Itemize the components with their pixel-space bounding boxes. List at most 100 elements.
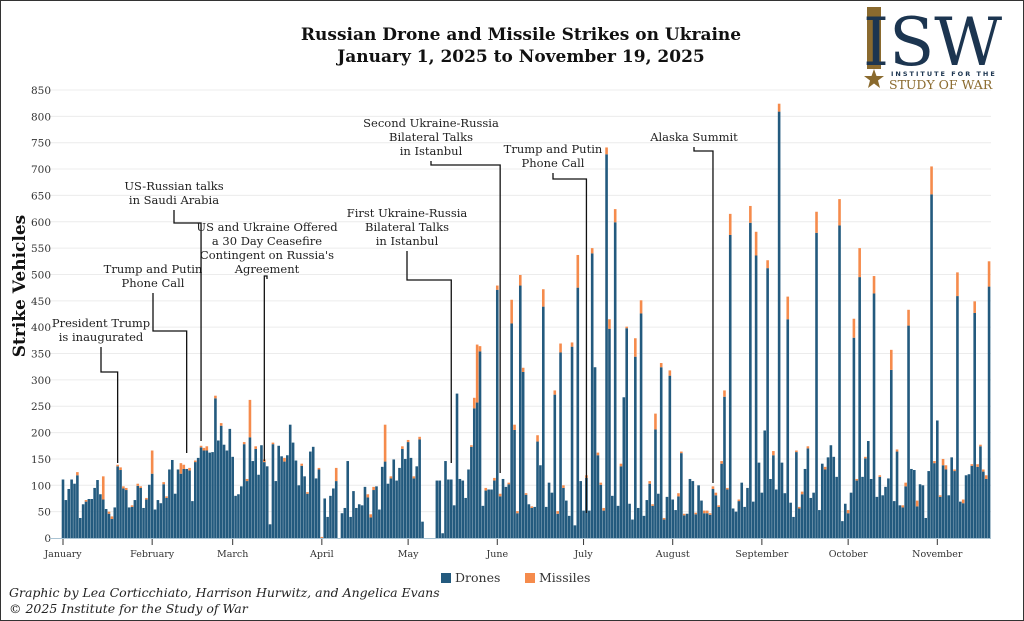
bar-drones: [757, 462, 761, 538]
bar-missiles: [625, 326, 628, 329]
bar-missiles: [723, 390, 726, 397]
bar-drones: [438, 480, 442, 538]
bar-drones: [910, 468, 913, 538]
bar-missiles: [705, 510, 709, 514]
bar-drones: [734, 511, 738, 538]
bar-drones: [196, 457, 200, 538]
bar-drones: [251, 461, 255, 538]
bar-missiles: [559, 343, 562, 353]
bar-drones: [783, 493, 787, 538]
bar-missiles: [254, 446, 257, 449]
bar-drones: [547, 482, 551, 538]
bar-missiles: [334, 467, 338, 482]
bar-missiles: [961, 499, 965, 504]
bar-drones: [300, 465, 304, 538]
bar-drones: [329, 495, 332, 538]
bar-drones: [780, 462, 784, 538]
bar-drones: [257, 474, 260, 538]
bar-drones: [915, 506, 919, 538]
bar-drones: [248, 437, 252, 538]
bar-drones: [694, 514, 698, 538]
bar-drones: [751, 501, 755, 538]
credits-copyright: © 2025 Institute for the Study of War: [9, 601, 248, 616]
bar-drones: [139, 487, 142, 538]
annotation-callout-line: [263, 275, 268, 461]
bar-drones: [616, 505, 620, 538]
x-axis-ticks: January February March April May June July Augu…: [43, 539, 963, 560]
bar-drones: [484, 490, 488, 538]
bar-drones: [268, 524, 272, 538]
bar-missiles: [530, 506, 534, 508]
bar-drones: [892, 501, 896, 538]
bar-missiles: [242, 442, 246, 445]
bar-drones: [406, 442, 410, 538]
bar-drones: [959, 501, 962, 538]
bar-missiles: [116, 464, 119, 467]
bar-drones: [395, 480, 398, 538]
bar-drones: [99, 494, 102, 538]
bar-drones: [507, 484, 511, 538]
bar-drones: [849, 492, 853, 538]
bar-drones: [708, 514, 712, 538]
bar-drones: [518, 285, 522, 538]
bar-drones: [930, 194, 933, 538]
bar-missiles: [864, 456, 867, 459]
bar-drones: [789, 502, 792, 538]
bar-missiles: [130, 505, 134, 507]
annotation-callout-line: [173, 210, 202, 441]
bar-drones: [924, 517, 928, 538]
bar-missiles: [703, 510, 706, 514]
bar-missiles: [119, 467, 122, 471]
bar-missiles: [101, 476, 105, 500]
bar-missiles: [907, 309, 910, 326]
bar-missiles: [389, 476, 393, 479]
bar-missiles: [418, 436, 421, 440]
bar-drones: [659, 367, 663, 538]
bar-drones: [513, 429, 516, 538]
bar-drones: [967, 474, 971, 538]
bar-drones: [392, 459, 396, 538]
chart-subtitle: January 1, 2025 to November 19, 2025: [337, 47, 705, 67]
bar-missiles: [383, 424, 387, 462]
logo-pillar: [867, 7, 881, 69]
bar-missiles: [619, 463, 623, 467]
bar-drones: [142, 507, 145, 538]
bar-drones: [938, 496, 942, 538]
bar-drones: [355, 507, 358, 538]
bar-drones: [889, 369, 893, 538]
bar-drones: [533, 506, 536, 538]
bar-missiles: [717, 505, 721, 507]
bar-drones: [835, 476, 838, 538]
bar-drones: [763, 430, 767, 538]
bar-drones: [550, 492, 554, 538]
bar-missiles: [941, 458, 945, 466]
bar-missiles: [766, 260, 769, 269]
bar-drones: [378, 509, 381, 538]
bar-drones: [297, 485, 301, 538]
bar-drones: [625, 328, 628, 538]
bar-drones: [576, 287, 580, 538]
bar-drones: [605, 154, 608, 538]
bar-drones: [136, 485, 140, 538]
bar-drones: [530, 507, 534, 538]
bar-drones: [334, 481, 338, 538]
bar-missiles: [749, 205, 752, 223]
bar-drones: [127, 507, 131, 538]
bar-drones: [611, 495, 614, 538]
bar-drones: [544, 506, 548, 538]
bar-drones: [766, 268, 769, 538]
bar-drones: [864, 458, 867, 538]
bar-missiles: [662, 517, 666, 520]
bar-missiles: [815, 211, 818, 233]
bar-drones: [242, 444, 246, 538]
bar-drones: [211, 452, 214, 538]
bar-missiles: [677, 493, 680, 497]
annotation-label: Phone Call: [522, 156, 585, 170]
bar-drones: [504, 486, 508, 538]
bar-drones: [861, 476, 864, 538]
bar-drones: [265, 466, 269, 538]
bar-drones: [705, 513, 709, 538]
